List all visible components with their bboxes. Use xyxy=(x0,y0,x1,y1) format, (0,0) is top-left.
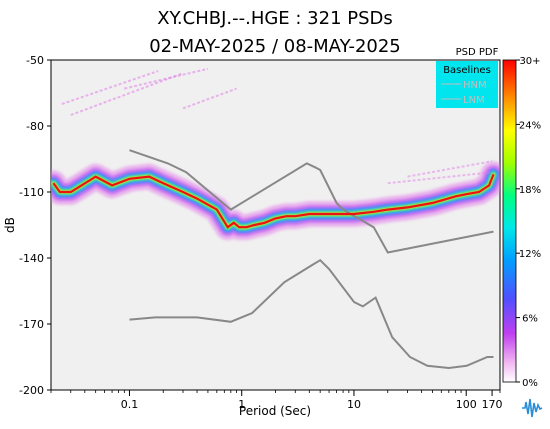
colorbar-tick-label: 12% xyxy=(519,249,541,260)
x-tick-label: 10 xyxy=(347,398,361,411)
legend-label-lnm: LNM xyxy=(463,95,485,106)
y-tick-label: -50 xyxy=(26,54,44,67)
y-tick-label: -110 xyxy=(19,186,44,199)
colorbar-tick-label: 6% xyxy=(522,314,538,325)
x-axis: 0.1 1 10 100 170 xyxy=(50,390,503,411)
colorbar-tick-label: 0% xyxy=(522,378,538,389)
x-tick-label: 0.1 xyxy=(121,398,139,411)
density-streak xyxy=(124,67,209,90)
series-line-lnm xyxy=(129,258,494,370)
chart-subtitle: 02-MAY-2025 / 08-MAY-2025 xyxy=(149,36,401,57)
legend: Baselines HNM LNM xyxy=(436,61,498,108)
y-axis-label: dB xyxy=(3,217,17,233)
y-tick-label: -200 xyxy=(19,384,44,397)
y-tick-label: -140 xyxy=(19,252,44,265)
colorbar-tick-label: 24% xyxy=(519,120,541,131)
series-line-mode xyxy=(52,173,495,229)
legend-title: Baselines xyxy=(443,65,491,76)
series-layer xyxy=(52,149,495,370)
density-streak xyxy=(387,171,493,185)
x-tick-label: 170 xyxy=(482,398,503,411)
x-tick-label: 100 xyxy=(456,398,477,411)
colorbar-gradient xyxy=(502,59,517,383)
colorbar-ticks: 0% 6% 12% 18% 24% 30+ xyxy=(516,56,541,389)
density-streak xyxy=(182,87,237,110)
colorbar: PSD PDF 0% 6% 12% 18% 24% 30+ xyxy=(456,47,541,389)
colorbar-tick-label: 30+ xyxy=(519,56,540,67)
x-axis-label: Period (Sec) xyxy=(239,404,311,418)
y-axis: -50 -80 -110 -140 -170 -200 xyxy=(19,54,51,397)
colorbar-title: PSD PDF xyxy=(456,47,499,58)
chart-title: XY.CHBJ.--.HGE : 321 PSDs xyxy=(157,8,393,29)
density-streak xyxy=(61,70,159,105)
x-tick-label: 1 xyxy=(238,398,245,411)
legend-label-hnm: HNM xyxy=(463,80,487,91)
seismic-wave-logo-icon xyxy=(521,395,543,421)
y-tick-label: -80 xyxy=(26,120,44,133)
series-line-hnm xyxy=(129,149,494,254)
density-streak xyxy=(407,160,493,178)
y-tick-label: -170 xyxy=(19,318,44,331)
colorbar-tick-label: 18% xyxy=(519,185,541,196)
